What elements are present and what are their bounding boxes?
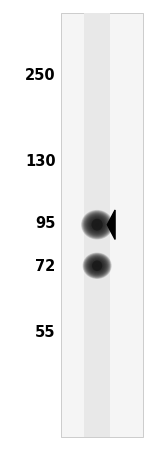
Bar	[84, 14, 110, 437]
Ellipse shape	[92, 221, 102, 230]
Ellipse shape	[90, 219, 104, 232]
Ellipse shape	[84, 255, 110, 278]
Ellipse shape	[90, 259, 104, 273]
Ellipse shape	[82, 212, 112, 239]
Ellipse shape	[85, 214, 109, 237]
Ellipse shape	[87, 216, 107, 235]
Ellipse shape	[82, 253, 112, 279]
Ellipse shape	[87, 257, 107, 275]
Ellipse shape	[88, 217, 106, 233]
Ellipse shape	[89, 218, 105, 233]
Ellipse shape	[93, 262, 101, 270]
Ellipse shape	[88, 217, 106, 233]
Ellipse shape	[91, 261, 103, 272]
Ellipse shape	[90, 218, 105, 232]
Ellipse shape	[91, 260, 103, 272]
Ellipse shape	[87, 258, 107, 275]
Ellipse shape	[86, 257, 108, 276]
Ellipse shape	[92, 262, 102, 271]
Ellipse shape	[90, 260, 104, 273]
Ellipse shape	[93, 263, 101, 270]
Ellipse shape	[84, 254, 110, 278]
Ellipse shape	[86, 215, 108, 235]
Ellipse shape	[84, 213, 110, 237]
Ellipse shape	[83, 212, 111, 238]
Ellipse shape	[85, 214, 109, 236]
Ellipse shape	[91, 219, 104, 231]
Ellipse shape	[86, 215, 108, 236]
Ellipse shape	[83, 253, 111, 279]
Ellipse shape	[91, 219, 103, 231]
Ellipse shape	[92, 261, 102, 272]
Ellipse shape	[82, 211, 113, 239]
Bar	[61, 14, 143, 437]
Ellipse shape	[85, 255, 109, 277]
Ellipse shape	[88, 258, 106, 274]
Ellipse shape	[89, 259, 105, 273]
Text: 55: 55	[35, 325, 55, 339]
Text: 130: 130	[25, 154, 55, 169]
Ellipse shape	[92, 220, 102, 230]
Ellipse shape	[81, 210, 113, 240]
Ellipse shape	[87, 217, 107, 234]
Ellipse shape	[84, 254, 111, 278]
Ellipse shape	[93, 221, 101, 229]
Ellipse shape	[92, 261, 102, 271]
Text: 250: 250	[25, 68, 55, 82]
Ellipse shape	[86, 256, 108, 276]
Text: 72: 72	[35, 259, 55, 273]
Ellipse shape	[91, 220, 103, 231]
Ellipse shape	[89, 259, 105, 273]
Ellipse shape	[83, 212, 112, 238]
Ellipse shape	[85, 256, 109, 277]
Ellipse shape	[84, 213, 111, 238]
Ellipse shape	[88, 258, 106, 274]
Polygon shape	[107, 211, 115, 240]
Text: 95: 95	[35, 216, 55, 230]
